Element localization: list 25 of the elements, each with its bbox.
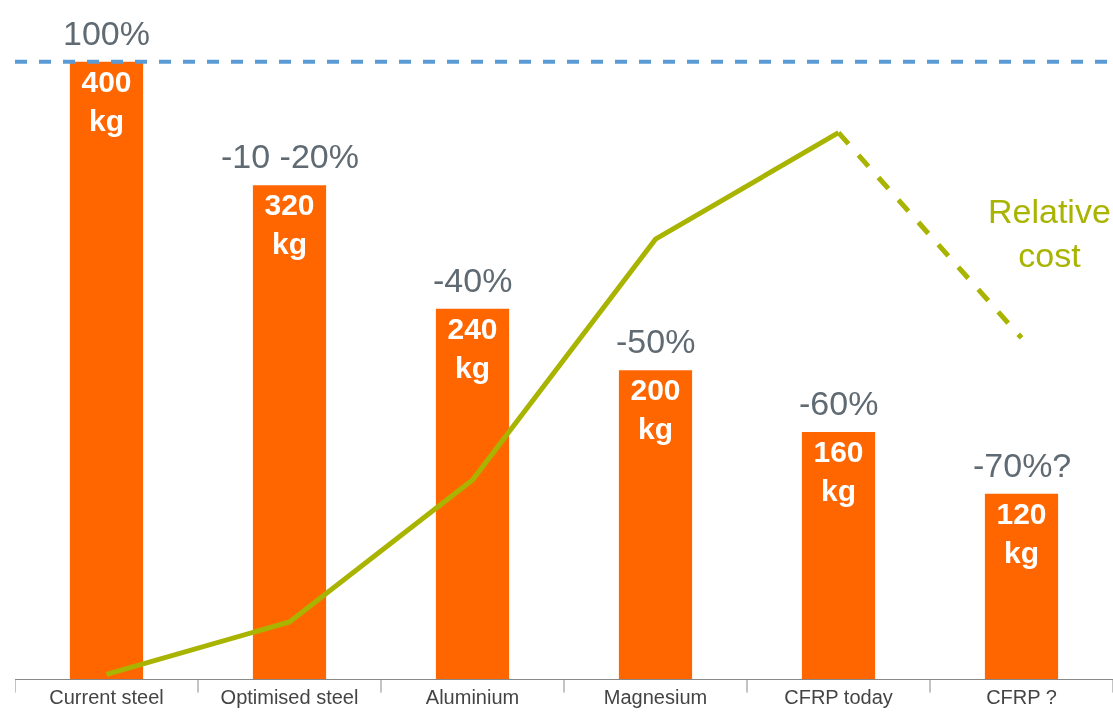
bar bbox=[984, 493, 1059, 679]
bar bbox=[252, 185, 327, 679]
data-label: 200 kg bbox=[630, 373, 681, 446]
bar bbox=[69, 61, 144, 679]
annotation: -40% bbox=[433, 261, 513, 299]
data-label: 160 kg bbox=[813, 435, 864, 508]
x-tick-label: CFRP today bbox=[784, 686, 893, 708]
annotation: -60% bbox=[799, 384, 879, 422]
data-label: 320 kg bbox=[264, 188, 315, 261]
bar bbox=[801, 432, 876, 679]
text: Relative cost bbox=[988, 192, 1111, 275]
x-tick-label: Aluminium bbox=[425, 686, 520, 708]
x-tick-label: Current steel bbox=[49, 686, 164, 708]
data-label: 240 kg bbox=[447, 311, 498, 384]
data-label: 400 kg bbox=[81, 64, 132, 137]
x-tick-label: Optimised steel bbox=[220, 686, 359, 708]
annotation: -10 -20% bbox=[221, 137, 359, 175]
bar bbox=[435, 308, 510, 679]
annotation: 100% bbox=[63, 14, 150, 52]
bar bbox=[618, 370, 693, 679]
x-tick-label: Magnesium bbox=[603, 686, 708, 708]
annotation: -70%? bbox=[973, 446, 1072, 484]
x-tick-label: CFRP ? bbox=[986, 686, 1057, 708]
annotation: -50% bbox=[616, 322, 696, 360]
data-label: 120 kg bbox=[996, 496, 1047, 569]
